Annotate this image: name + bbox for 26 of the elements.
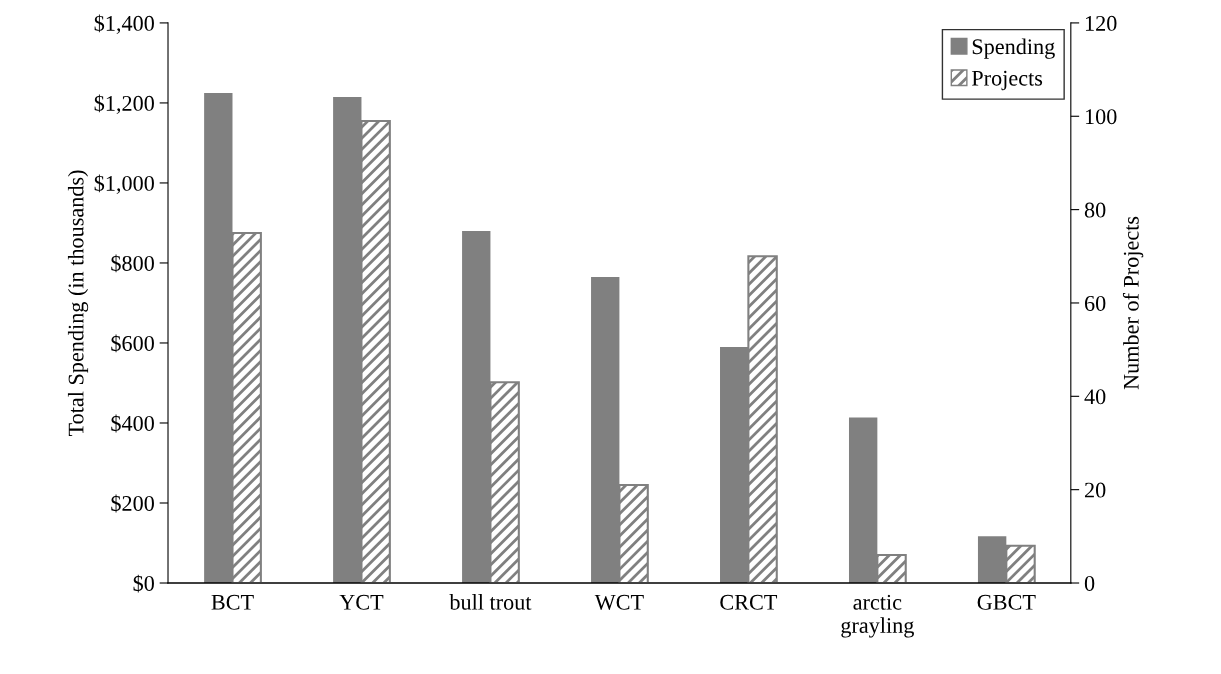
- x-tick-label: GBCT: [977, 594, 1036, 610]
- y2-tick-label: 40: [1084, 389, 1106, 405]
- x-tick-label: WCT: [594, 594, 644, 610]
- x-tick-label: arctic grayling: [841, 594, 914, 638]
- y-axis-title: Total Spending (in thousands): [67, 170, 89, 437]
- y-tick-label: $200: [111, 494, 154, 513]
- x-tick-label: YCT: [339, 594, 384, 610]
- y2-tick-label: 0: [1084, 575, 1095, 591]
- y-tick-label: $800: [111, 254, 154, 273]
- x-tick-label: bull trout: [449, 594, 532, 610]
- y-tick-label: $400: [111, 414, 154, 433]
- x-tick-label: BCT: [211, 594, 254, 610]
- y2-tick-label: 100: [1085, 109, 1117, 125]
- y2-axis-title: Number of Projects: [1122, 216, 1144, 390]
- y-tick-label: $0: [133, 574, 154, 593]
- y2-tick-label: 120: [1085, 15, 1117, 31]
- y-tick-label: $600: [111, 334, 154, 353]
- y2-tick-label: 80: [1084, 202, 1106, 218]
- x-tick-label: CRCT: [720, 594, 778, 610]
- legend-label: Spending: [972, 38, 1055, 59]
- y2-tick-label: 20: [1084, 482, 1106, 498]
- y-tick-label: $1,200: [94, 94, 154, 115]
- legend-label: Projects: [971, 70, 1043, 91]
- y-tick-label: $1,000: [94, 174, 154, 195]
- y-tick-label: $1,400: [94, 14, 154, 35]
- y2-tick-label: 60: [1084, 295, 1106, 311]
